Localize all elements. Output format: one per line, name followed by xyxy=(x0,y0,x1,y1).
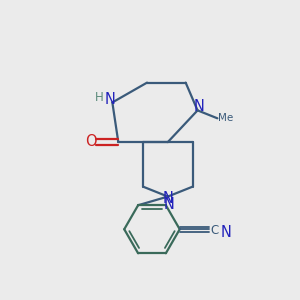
Text: N: N xyxy=(162,191,173,206)
Text: O: O xyxy=(85,134,96,148)
Text: Me: Me xyxy=(218,113,233,123)
Text: N: N xyxy=(164,197,174,212)
Text: C: C xyxy=(210,224,218,237)
Text: N: N xyxy=(194,99,205,114)
Text: H: H xyxy=(95,91,104,104)
Text: N: N xyxy=(221,225,232,240)
Text: N: N xyxy=(105,92,116,107)
